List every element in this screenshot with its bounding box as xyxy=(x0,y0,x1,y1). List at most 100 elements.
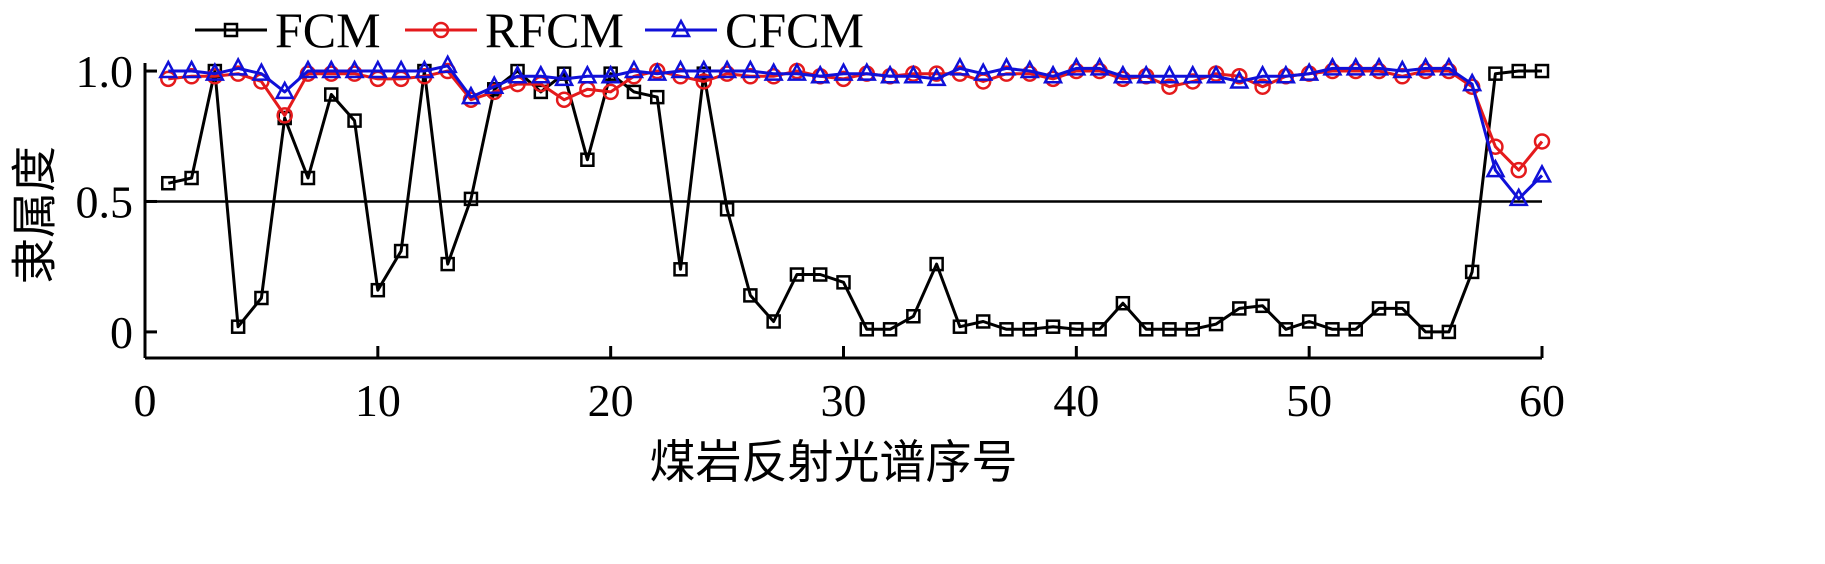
fcm-marker xyxy=(1115,295,1131,311)
cfcm-marker xyxy=(1438,56,1459,76)
x-tick-label: 0 xyxy=(134,375,157,426)
fcm-marker xyxy=(1418,324,1433,340)
cfcm-marker xyxy=(1066,56,1087,76)
x-tick-label: 40 xyxy=(1053,375,1099,426)
cfcm-marker xyxy=(321,59,342,79)
fcm-marker xyxy=(836,275,851,290)
cfcm-marker xyxy=(926,67,947,87)
fcm-marker xyxy=(1232,301,1247,316)
cfcm-marker xyxy=(1345,56,1366,76)
fcm-marker xyxy=(580,152,595,167)
fcm-marker xyxy=(1069,322,1084,337)
cfcm-marker xyxy=(1415,56,1436,76)
cfcm-marker xyxy=(1462,72,1483,92)
x-tick-label: 50 xyxy=(1286,375,1332,426)
cfcm-marker xyxy=(600,64,621,84)
fcm-marker xyxy=(1045,319,1061,334)
fcm-marker xyxy=(230,319,246,334)
rfcm-marker xyxy=(928,65,945,82)
fcm-marker xyxy=(393,243,409,259)
cfcm-marker xyxy=(530,64,551,84)
fcm-marker xyxy=(673,262,688,277)
cfcm-marker xyxy=(181,59,202,79)
cfcm-marker xyxy=(297,59,319,79)
rfcm-legend-marker xyxy=(432,21,450,39)
cfcm-marker xyxy=(996,56,1017,76)
cfcm-marker xyxy=(437,54,458,74)
cfcm-marker xyxy=(1275,64,1296,84)
cfcm-marker xyxy=(251,61,272,81)
fcm-marker xyxy=(463,191,479,207)
fcm-marker xyxy=(743,288,758,303)
cfcm-marker xyxy=(1042,64,1064,84)
cfcm-marker xyxy=(1485,158,1506,178)
fcm-marker xyxy=(300,170,316,186)
cfcm-marker xyxy=(623,59,645,79)
cfcm-marker xyxy=(367,59,388,79)
rfcm-legend-label: RFCM xyxy=(485,2,624,58)
rfcm-marker xyxy=(695,73,713,90)
series-layer xyxy=(158,54,1553,340)
cfcm-marker xyxy=(856,61,877,81)
fcm-legend-label: FCM xyxy=(275,2,381,58)
fcm-marker xyxy=(184,170,199,186)
cfcm-marker xyxy=(344,59,365,79)
cfcm-marker xyxy=(158,59,179,79)
rfcm-marker xyxy=(276,107,293,124)
fcm-marker xyxy=(789,267,805,282)
fcm-marker xyxy=(1511,63,1526,79)
fcm-marker xyxy=(1138,322,1154,337)
cfcm-marker xyxy=(670,59,691,79)
fcm-marker xyxy=(1325,322,1340,337)
fcm-marker xyxy=(1208,316,1224,332)
fcm-marker xyxy=(812,267,828,282)
rfcm-marker xyxy=(1231,68,1248,85)
fcm-marker xyxy=(626,84,642,100)
x-axis-title: 煤岩反射光谱序号 xyxy=(650,435,1018,489)
y-axis-title: 隶属度 xyxy=(8,146,62,284)
fcm-marker xyxy=(649,89,665,105)
fcm-marker xyxy=(1464,264,1480,280)
fcm-marker xyxy=(1278,322,1294,337)
x-tick-label: 20 xyxy=(588,375,634,426)
fcm-marker xyxy=(370,282,386,298)
cfcm-marker xyxy=(228,56,249,76)
x-tick-label: 10 xyxy=(355,375,401,426)
fcm-marker xyxy=(975,314,991,329)
plot-frame xyxy=(143,63,1542,360)
rfcm-marker xyxy=(160,70,177,88)
fcm-marker xyxy=(906,309,921,324)
fcm-marker xyxy=(1395,301,1410,316)
cfcm-marker xyxy=(879,64,901,84)
cfcm-marker xyxy=(903,64,924,84)
cfcm-marker xyxy=(507,64,528,84)
x-tick-label: 60 xyxy=(1519,375,1565,426)
fcm-marker xyxy=(1092,322,1107,337)
cfcm-marker xyxy=(810,64,831,84)
ticks-layer: 0 10 20 30 40 50 60 0 0.5 1.0 xyxy=(76,46,1566,426)
cfcm-marker xyxy=(1508,187,1529,207)
fcm-marker xyxy=(1162,322,1177,337)
cfcm-legend-label: CFCM xyxy=(725,2,864,58)
cfcm-marker xyxy=(1089,56,1110,76)
fcm-marker xyxy=(1301,314,1317,329)
y-tick-label: 1.0 xyxy=(76,46,134,97)
cfcm-marker xyxy=(1299,61,1320,81)
cfcm-marker xyxy=(763,61,784,81)
fcm-marker xyxy=(1488,66,1503,81)
rfcm-marker xyxy=(602,83,619,101)
cfcm-marker xyxy=(274,80,295,100)
cfcm-marker xyxy=(1136,64,1157,84)
cfcm-marker xyxy=(1112,64,1133,84)
cfcm-marker xyxy=(693,59,714,79)
cfcm-marker xyxy=(973,61,994,81)
fcm-marker xyxy=(440,256,455,272)
fcm-marker xyxy=(1441,324,1457,340)
fcm-marker xyxy=(999,322,1014,337)
fcm-marker xyxy=(324,87,339,102)
cfcm-marker xyxy=(1205,64,1227,84)
rfcm-marker xyxy=(555,91,573,108)
cfcm-marker xyxy=(833,61,854,81)
cfcm-marker xyxy=(1252,64,1273,84)
fcm-marker xyxy=(952,319,968,334)
